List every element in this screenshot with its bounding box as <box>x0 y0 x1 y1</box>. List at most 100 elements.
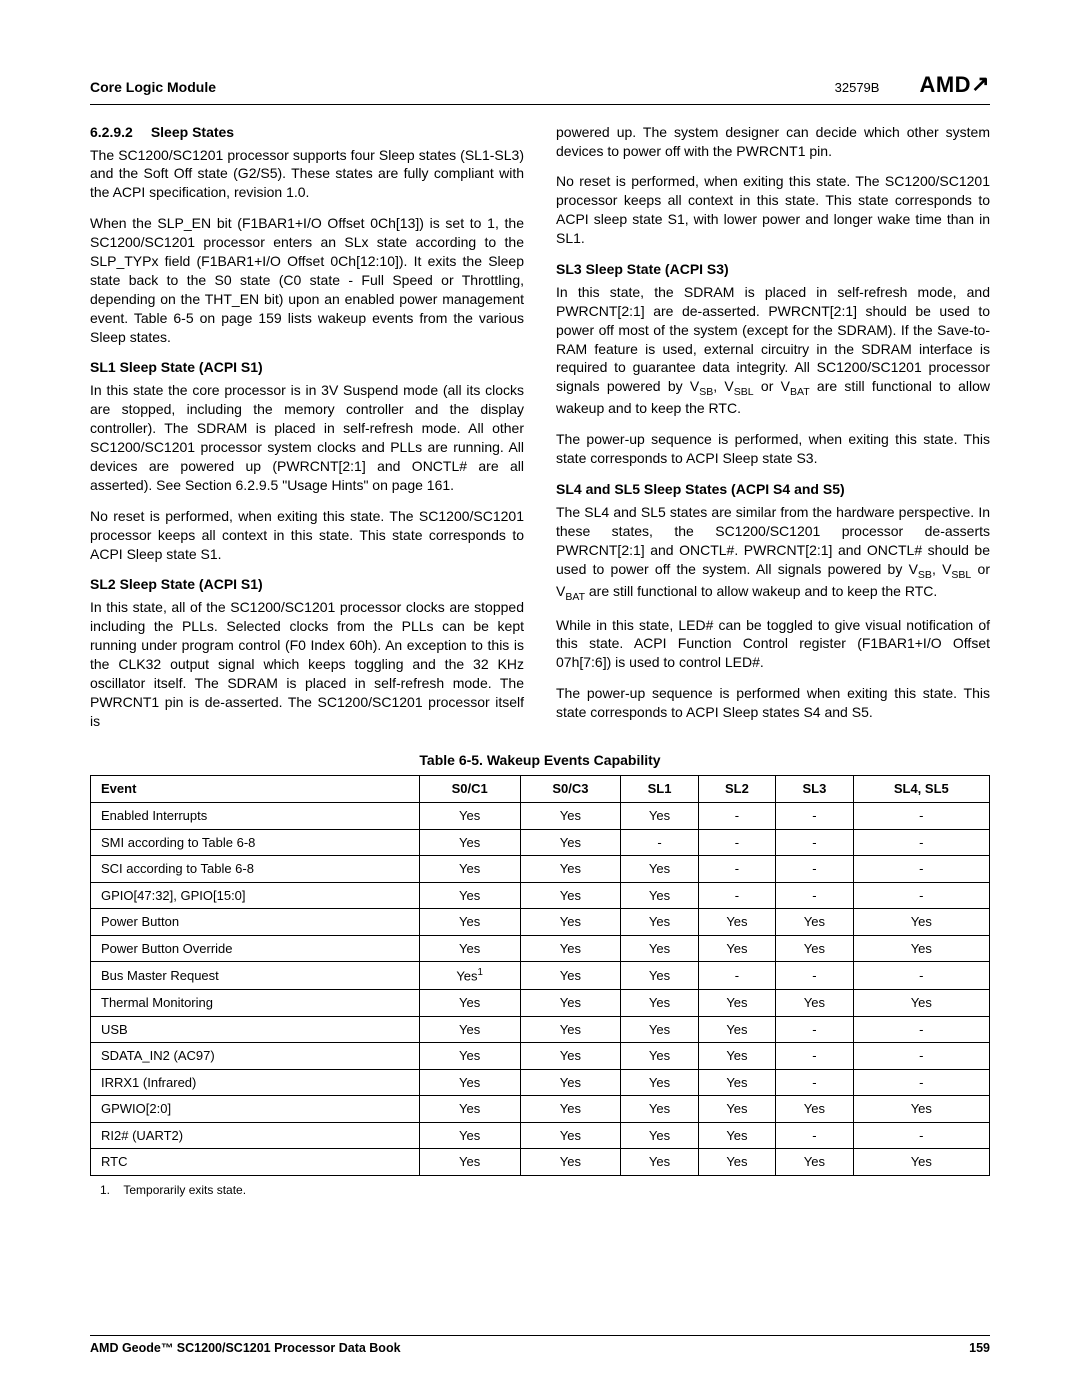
col-header: SL1 <box>621 776 698 803</box>
table-cell: SCI according to Table 6-8 <box>91 856 420 883</box>
table-cell: - <box>698 856 775 883</box>
table-cell: Yes <box>419 1149 520 1176</box>
table-cell: Yes <box>520 935 621 962</box>
table-cell: Yes <box>853 990 989 1017</box>
table-row: Power Button OverrideYesYesYesYesYesYes <box>91 935 990 962</box>
paragraph: powered up. The system designer can deci… <box>556 123 990 161</box>
paragraph: When the SLP_EN bit (F1BAR1+I/O Offset 0… <box>90 214 524 346</box>
table-cell: - <box>776 1122 853 1149</box>
table-cell: Yes <box>419 990 520 1017</box>
header-title: Core Logic Module <box>90 78 216 97</box>
col-header: S0/C1 <box>419 776 520 803</box>
col-header: SL3 <box>776 776 853 803</box>
table-cell: Yes <box>520 1122 621 1149</box>
table-header-row: Event S0/C1 S0/C3 SL1 SL2 SL3 SL4, SL5 <box>91 776 990 803</box>
table-cell: Yes1 <box>419 962 520 990</box>
table-cell: SMI according to Table 6-8 <box>91 829 420 856</box>
table-cell: Yes <box>419 935 520 962</box>
table-cell: USB <box>91 1016 420 1043</box>
table-cell: Yes <box>776 990 853 1017</box>
header-right: 32579B AMD↗ <box>835 70 990 100</box>
paragraph: The power-up sequence is performed, when… <box>556 430 990 468</box>
table-cell: Yes <box>520 962 621 990</box>
table-cell: Yes <box>520 802 621 829</box>
right-column: powered up. The system designer can deci… <box>556 123 990 731</box>
table-cell: Yes <box>621 856 698 883</box>
table-cell: Yes <box>419 856 520 883</box>
table-cell: Thermal Monitoring <box>91 990 420 1017</box>
col-header: SL4, SL5 <box>853 776 989 803</box>
table-cell: Yes <box>698 1149 775 1176</box>
table-cell: Yes <box>621 909 698 936</box>
table-cell: IRRX1 (Infrared) <box>91 1069 420 1096</box>
table-row: Thermal MonitoringYesYesYesYesYesYes <box>91 990 990 1017</box>
left-column: 6.2.9.2Sleep States The SC1200/SC1201 pr… <box>90 123 524 731</box>
table-row: GPIO[47:32], GPIO[15:0]YesYesYes--- <box>91 882 990 909</box>
table-cell: Yes <box>419 1122 520 1149</box>
table-cell: - <box>853 1016 989 1043</box>
table-cell: - <box>853 1122 989 1149</box>
table-cell: - <box>776 1069 853 1096</box>
table-cell: - <box>853 1069 989 1096</box>
table-cell: - <box>698 882 775 909</box>
table-row: SCI according to Table 6-8YesYesYes--- <box>91 856 990 883</box>
paragraph: No reset is performed, when exiting this… <box>90 507 524 564</box>
paragraph: The SC1200/SC1201 processor supports fou… <box>90 146 524 203</box>
sl2-heading: SL2 Sleep State (ACPI S1) <box>90 575 524 594</box>
page-footer: AMD Geode™ SC1200/SC1201 Processor Data … <box>90 1335 990 1357</box>
doc-number: 32579B <box>835 79 880 97</box>
table-cell: Yes <box>621 802 698 829</box>
page-header: Core Logic Module 32579B AMD↗ <box>90 70 990 105</box>
table-cell: Yes <box>419 1096 520 1123</box>
paragraph: The SL4 and SL5 states are similar from … <box>556 503 990 604</box>
table-cell: Yes <box>520 909 621 936</box>
sl1-heading: SL1 Sleep State (ACPI S1) <box>90 358 524 377</box>
table-cell: - <box>853 856 989 883</box>
table-cell: Yes <box>776 909 853 936</box>
table-cell: Yes <box>698 1122 775 1149</box>
table-cell: Yes <box>520 1149 621 1176</box>
page-number: 159 <box>969 1340 990 1357</box>
table-cell: Yes <box>520 829 621 856</box>
table-row: SDATA_IN2 (AC97)YesYesYesYes-- <box>91 1043 990 1070</box>
table-cell: Yes <box>621 990 698 1017</box>
table-row: IRRX1 (Infrared)YesYesYesYes-- <box>91 1069 990 1096</box>
table-cell: - <box>776 962 853 990</box>
table-cell: Yes <box>776 1096 853 1123</box>
table-cell: Yes <box>419 829 520 856</box>
table-cell: - <box>853 882 989 909</box>
table-cell: - <box>776 1016 853 1043</box>
table-cell: Yes <box>698 1016 775 1043</box>
paragraph: While in this state, LED# can be toggled… <box>556 616 990 673</box>
table-cell: - <box>776 882 853 909</box>
paragraph: In this state the core processor is in 3… <box>90 381 524 494</box>
table-cell: Yes <box>419 882 520 909</box>
table-cell: Yes <box>853 1096 989 1123</box>
table-cell: Bus Master Request <box>91 962 420 990</box>
table-cell: - <box>698 962 775 990</box>
table-cell: Power Button <box>91 909 420 936</box>
table-cell: Yes <box>853 909 989 936</box>
content-columns: 6.2.9.2Sleep States The SC1200/SC1201 pr… <box>90 123 990 731</box>
table-cell: Yes <box>698 1096 775 1123</box>
table-cell: Yes <box>520 1069 621 1096</box>
sl45-heading: SL4 and SL5 Sleep States (ACPI S4 and S5… <box>556 480 990 499</box>
table-cell: Yes <box>520 1043 621 1070</box>
paragraph: The power-up sequence is performed when … <box>556 684 990 722</box>
table-cell: Yes <box>698 990 775 1017</box>
table-cell: - <box>621 829 698 856</box>
table-caption: Table 6-5. Wakeup Events Capability <box>90 751 990 770</box>
table-cell: Yes <box>520 882 621 909</box>
table-cell: Yes <box>853 1149 989 1176</box>
table-cell: RI2# (UART2) <box>91 1122 420 1149</box>
table-row: GPWIO[2:0]YesYesYesYesYesYes <box>91 1096 990 1123</box>
table-cell: Yes <box>776 1149 853 1176</box>
paragraph: In this state, the SDRAM is placed in se… <box>556 283 990 418</box>
table-row: SMI according to Table 6-8YesYes---- <box>91 829 990 856</box>
table-cell: Yes <box>621 1096 698 1123</box>
table-footnote: 1. Temporarily exits state. <box>90 1182 990 1198</box>
table-cell: Yes <box>621 1122 698 1149</box>
wakeup-events-table: Event S0/C1 S0/C3 SL1 SL2 SL3 SL4, SL5 E… <box>90 775 990 1176</box>
table-cell: - <box>853 802 989 829</box>
paragraph: No reset is performed, when exiting this… <box>556 172 990 248</box>
